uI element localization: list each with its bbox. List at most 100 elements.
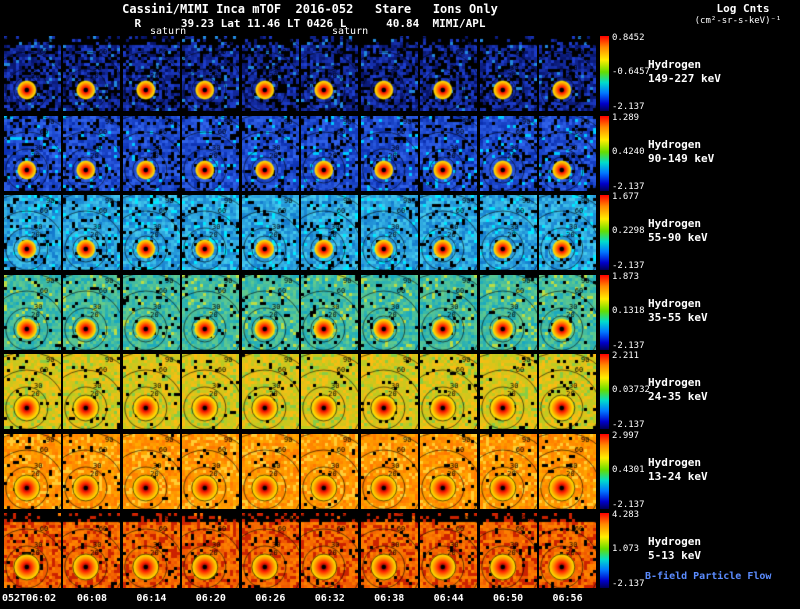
colorbar-tick-max: 1.677: [612, 192, 639, 202]
sky-image-panel: [123, 195, 180, 270]
time-axis-label: 06:08: [77, 593, 107, 604]
sky-image-panel: [242, 116, 299, 191]
time-axis-label: 06:38: [374, 593, 404, 604]
energy-range-label: 149-227 keV: [648, 72, 721, 86]
energy-range-label: 90-149 keV: [648, 152, 714, 166]
colorbar-tick-min: -2.137: [612, 261, 645, 271]
energy-range-label: 13-24 keV: [648, 470, 708, 484]
colorbar-tick-max: 0.8452: [612, 33, 645, 43]
sky-image-panel: [63, 434, 120, 509]
time-axis-label: 06:44: [434, 593, 464, 604]
sky-image-panel: [182, 36, 239, 111]
channel-label: Hydrogen 55-90 keV: [648, 217, 708, 245]
colorbar-tick-min: -2.137: [612, 182, 645, 192]
ephemeris-line: R 39.23 Lat 11.46 LT 0426 L 40.84 MIMI/A…: [0, 17, 620, 30]
sky-image-panel: [242, 513, 299, 588]
colorbar-tick-max: 2.997: [612, 431, 639, 441]
colorbar: [600, 116, 609, 191]
colorbar-tick-min: -2.137: [612, 102, 645, 112]
sky-image-panel: [242, 36, 299, 111]
sky-image-panel: [242, 275, 299, 350]
colorbar: [600, 195, 609, 270]
sky-image-panel: [182, 116, 239, 191]
sky-image-panel: [420, 36, 477, 111]
time-axis-label: 06:32: [315, 593, 345, 604]
sky-image-panel: [539, 195, 596, 270]
sky-image-panel: [480, 195, 537, 270]
sky-image-panel: [420, 513, 477, 588]
sky-image-panel: [539, 36, 596, 111]
sky-image-panel: [539, 434, 596, 509]
sky-image-panel: [123, 36, 180, 111]
colorbar-tick-mid: 1.073: [612, 544, 639, 554]
colorbar: [600, 36, 609, 111]
time-axis-label: 052T06:02: [2, 593, 56, 604]
sky-image-panel: [63, 116, 120, 191]
sky-image-panel: [420, 116, 477, 191]
channel-label: Hydrogen 5-13 keV: [648, 535, 701, 563]
sky-image-panel: [4, 434, 61, 509]
sky-image-panel: [123, 275, 180, 350]
energy-range-label: 35-55 keV: [648, 311, 708, 325]
sky-image-panel: [242, 354, 299, 429]
sky-image-panel: [4, 116, 61, 191]
time-axis-label: 06:26: [255, 593, 285, 604]
colorbar-tick-min: -2.137: [612, 579, 645, 589]
time-axis-label: 06:14: [136, 593, 166, 604]
sky-image-panel: [480, 513, 537, 588]
energy-range-label: 5-13 keV: [648, 549, 701, 563]
sky-image-panel: [361, 36, 418, 111]
colorbar-title: Log Cnts: [686, 2, 800, 15]
sky-image-panel: [123, 354, 180, 429]
colorbar-tick-mid: 0.1318: [612, 306, 645, 316]
sky-image-panel: [301, 434, 358, 509]
time-axis-label: 06:20: [196, 593, 226, 604]
energy-row: 4.283 1.073 -2.137 Hydrogen 5-13 keV: [0, 513, 800, 590]
colorbar: [600, 434, 609, 509]
sky-image-panel: [182, 434, 239, 509]
colorbar-tick-min: -2.137: [612, 500, 645, 510]
colorbar: [600, 275, 609, 350]
sky-image-panel: [182, 513, 239, 588]
sky-image-panel: [4, 513, 61, 588]
sky-image-panel: [4, 36, 61, 111]
species-label: Hydrogen: [648, 535, 701, 549]
colorbar-tick-mid: 0.4240: [612, 147, 645, 157]
species-label: Hydrogen: [648, 217, 708, 231]
channel-label: Hydrogen 24-35 keV: [648, 376, 708, 404]
sky-image-panel: [420, 434, 477, 509]
sky-image-panel: [123, 434, 180, 509]
sky-image-panel: [301, 36, 358, 111]
colorbar: [600, 513, 609, 588]
sky-image-panel: [182, 354, 239, 429]
channel-label: Hydrogen 90-149 keV: [648, 138, 714, 166]
energy-range-label: 55-90 keV: [648, 231, 708, 245]
colorbar-tick-min: -2.137: [612, 420, 645, 430]
sky-image-panel: [63, 36, 120, 111]
page-title: Cassini/MIMI Inca mTOF 2016-052 Stare Io…: [0, 2, 620, 16]
sky-image-panel: [123, 116, 180, 191]
colorbar-tick-mid: 0.2298: [612, 226, 645, 236]
time-axis-label: 06:56: [552, 593, 582, 604]
sky-image-panel: [301, 513, 358, 588]
sky-image-panel: [301, 275, 358, 350]
sky-image-panel: [480, 434, 537, 509]
sky-image-panel: [4, 195, 61, 270]
sky-image-panel: [420, 275, 477, 350]
energy-row: 1.289 0.4240 -2.137 Hydrogen 90-149 keV: [0, 116, 800, 193]
sky-image-panel: [480, 275, 537, 350]
sky-image-panel: [539, 275, 596, 350]
energy-row: 0.8452 -0.6457 -2.137 Hydrogen 149-227 keV: [0, 36, 800, 113]
species-label: Hydrogen: [648, 456, 708, 470]
sky-image-panel: [539, 354, 596, 429]
sky-image-panel: [361, 275, 418, 350]
colorbar-units: (cm²-sr-s-keV)⁻¹: [676, 16, 800, 26]
sky-image-panel: [420, 354, 477, 429]
channel-label: Hydrogen 13-24 keV: [648, 456, 708, 484]
energy-row: 2.211 0.03732 -2.137 Hydrogen 24-35 keV: [0, 354, 800, 431]
sky-image-panel: [361, 513, 418, 588]
colorbar-tick-mid: 0.4301: [612, 465, 645, 475]
sky-image-panel: [480, 116, 537, 191]
energy-range-label: 24-35 keV: [648, 390, 708, 404]
colorbar-tick-max: 4.283: [612, 510, 639, 520]
